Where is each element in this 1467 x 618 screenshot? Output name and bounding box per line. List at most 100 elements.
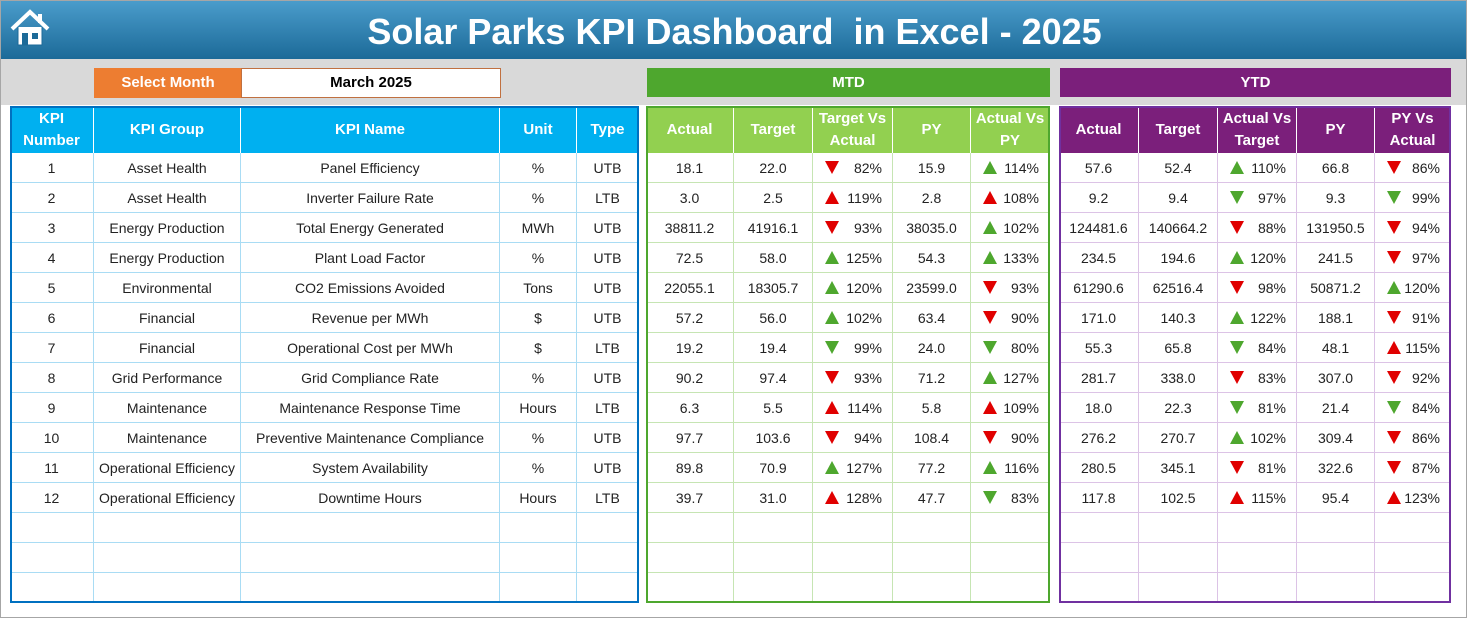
status-arrow — [983, 281, 997, 294]
table-cell: 122% — [1218, 303, 1297, 333]
table-cell: 103.6 — [734, 423, 813, 453]
table-cell: 5.8 — [893, 393, 971, 423]
percent-value: 102% — [1250, 429, 1286, 446]
status-arrow — [825, 371, 839, 384]
table-cell: 127% — [971, 363, 1050, 393]
table-cell: 19.2 — [646, 333, 734, 363]
table-cell: 52.4 — [1139, 153, 1218, 183]
table-cell: 22.0 — [734, 153, 813, 183]
table-cell: 120% — [1218, 243, 1297, 273]
status-arrow — [825, 161, 839, 174]
table-cell: 97.4 — [734, 363, 813, 393]
table-cell: 119% — [813, 183, 893, 213]
status-arrow — [1387, 161, 1401, 174]
status-arrow — [983, 251, 997, 264]
empty-cell — [971, 513, 1050, 543]
status-arrow — [983, 161, 997, 174]
table-cell: 114% — [813, 393, 893, 423]
ytd-banner: YTD — [1060, 68, 1451, 97]
empty-cell — [734, 573, 813, 603]
percent-value: 86% — [1411, 159, 1440, 176]
empty-cell — [10, 513, 94, 543]
empty-cell — [241, 513, 500, 543]
table-cell: 102% — [1218, 423, 1297, 453]
table-cell: Asset Health — [94, 183, 241, 213]
percent-value: 93% — [1010, 279, 1039, 296]
table-cell: 3 — [10, 213, 94, 243]
percent-value: 115% — [1251, 489, 1286, 506]
table-cell: Environmental — [94, 273, 241, 303]
status-arrow — [983, 431, 997, 444]
month-value[interactable]: March 2025 — [241, 68, 501, 98]
table-cell: 2.8 — [893, 183, 971, 213]
mtd-banner: MTD — [647, 68, 1050, 97]
table-cell: Grid Performance — [94, 363, 241, 393]
table-cell: 81% — [1218, 453, 1297, 483]
status-arrow — [825, 401, 839, 414]
table-cell: 99% — [1375, 183, 1451, 213]
table-cell: 10 — [10, 423, 94, 453]
table-cell: % — [500, 153, 577, 183]
percent-value: 102% — [846, 309, 882, 326]
table-cell: 115% — [1375, 333, 1451, 363]
status-arrow — [983, 491, 997, 504]
status-arrow — [1387, 311, 1401, 324]
table-cell: Operational Cost per MWh — [241, 333, 500, 363]
table-cell: Energy Production — [94, 213, 241, 243]
table-cell: 241.5 — [1297, 243, 1375, 273]
percent-value: 120% — [1404, 279, 1440, 296]
percent-value: 125% — [846, 249, 882, 266]
table-cell: 95.4 — [1297, 483, 1375, 513]
table-cell: 18.0 — [1059, 393, 1139, 423]
table-cell: 97% — [1375, 243, 1451, 273]
status-arrow — [1230, 221, 1244, 234]
table-cell: Hours — [500, 483, 577, 513]
table-cell: 83% — [1218, 363, 1297, 393]
percent-value: 127% — [1003, 369, 1039, 386]
empty-cell — [94, 573, 241, 603]
percent-value: 84% — [1257, 339, 1286, 356]
table-cell: 1 — [10, 153, 94, 183]
table-cell: 15.9 — [893, 153, 971, 183]
table-cell: 55.3 — [1059, 333, 1139, 363]
table-cell: 88% — [1218, 213, 1297, 243]
status-arrow — [1230, 371, 1244, 384]
status-arrow — [983, 191, 997, 204]
table-cell: 3.0 — [646, 183, 734, 213]
status-arrow — [1387, 341, 1401, 354]
percent-value: 94% — [1411, 219, 1440, 236]
status-arrow — [1230, 431, 1244, 444]
table-cell: Total Energy Generated — [241, 213, 500, 243]
table-cell: 9.4 — [1139, 183, 1218, 213]
status-arrow — [983, 221, 997, 234]
percent-value: 90% — [1010, 309, 1039, 326]
empty-cell — [1218, 573, 1297, 603]
table-cell: 56.0 — [734, 303, 813, 333]
percent-value: 88% — [1257, 219, 1286, 236]
empty-cell — [1297, 573, 1375, 603]
percent-value: 120% — [846, 279, 882, 296]
status-arrow — [983, 461, 997, 474]
table-cell: Energy Production — [94, 243, 241, 273]
percent-value: 80% — [1010, 339, 1039, 356]
empty-cell — [1059, 573, 1139, 603]
status-arrow — [1230, 461, 1244, 474]
table-cell: Panel Efficiency — [241, 153, 500, 183]
status-arrow — [1387, 461, 1401, 474]
table-cell: 48.1 — [1297, 333, 1375, 363]
table-cell: 18.1 — [646, 153, 734, 183]
empty-cell — [1375, 573, 1451, 603]
home-icon[interactable] — [8, 7, 52, 49]
empty-cell — [10, 543, 94, 573]
table-cell: 84% — [1375, 393, 1451, 423]
status-arrow — [983, 311, 997, 324]
table-cell: % — [500, 183, 577, 213]
percent-value: 83% — [1257, 369, 1286, 386]
table-cell: 102% — [813, 303, 893, 333]
table-cell: % — [500, 363, 577, 393]
percent-value: 110% — [1251, 159, 1286, 176]
table-cell: Hours — [500, 393, 577, 423]
empty-cell — [734, 543, 813, 573]
percent-value: 97% — [1411, 249, 1440, 266]
column-header: KPI Number — [10, 106, 94, 153]
